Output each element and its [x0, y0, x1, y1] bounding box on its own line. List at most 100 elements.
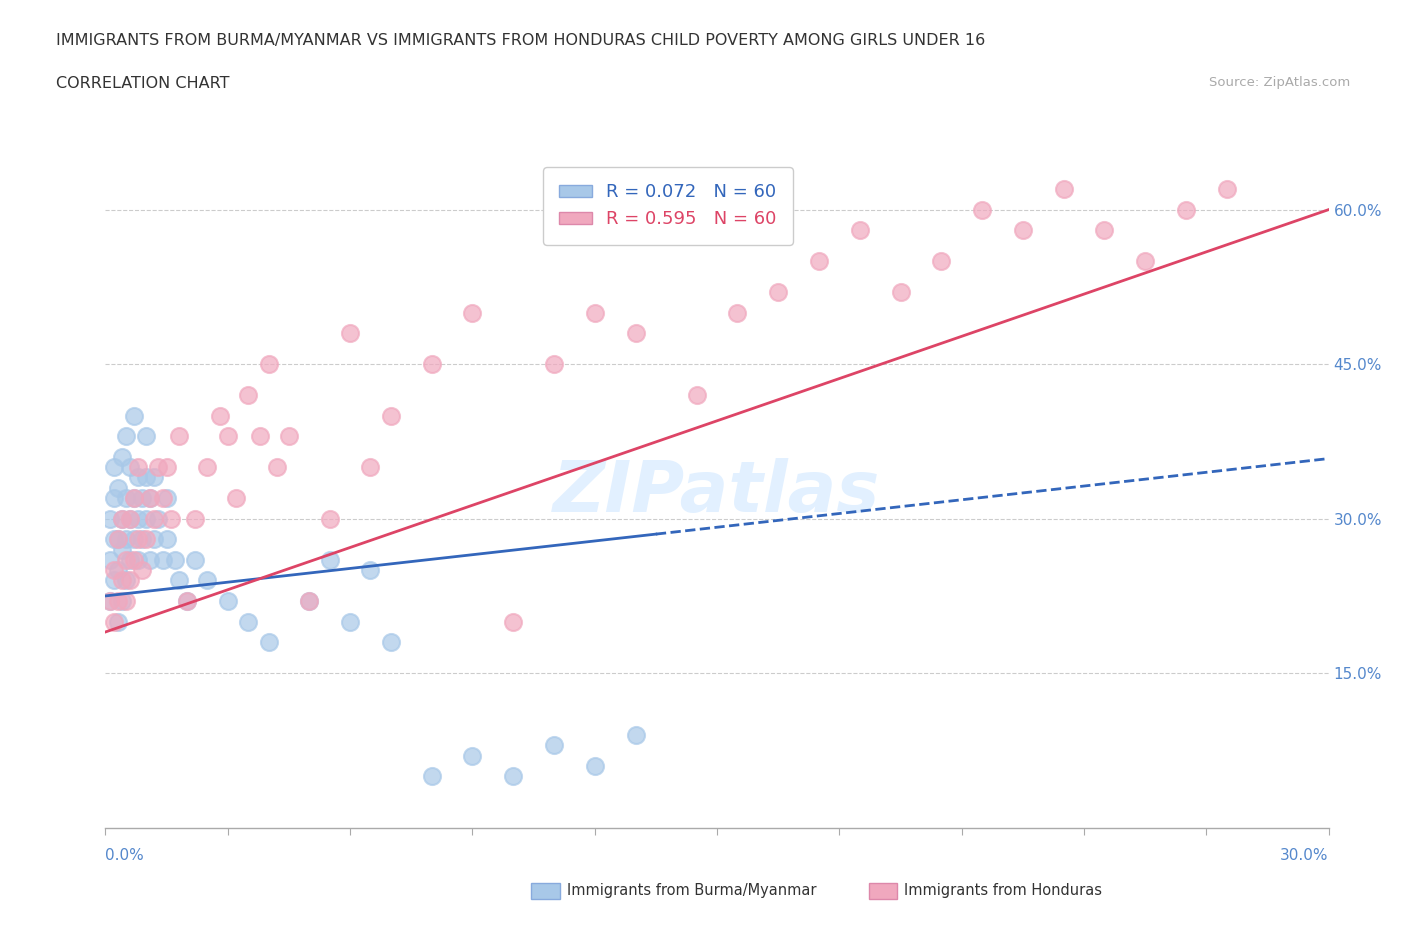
Point [143, 512, 166, 526]
Point [156, 491, 179, 506]
Point [543, 737, 565, 752]
Point [127, 552, 149, 567]
Point [103, 459, 125, 474]
Point [420, 357, 443, 372]
Point [176, 593, 198, 608]
Point [122, 491, 145, 506]
Point [122, 552, 145, 567]
Point [131, 563, 153, 578]
Point [98, 512, 121, 526]
Point [360, 563, 382, 578]
Point [543, 357, 565, 372]
Point [167, 573, 190, 588]
Point [122, 491, 145, 506]
Point [380, 635, 402, 650]
Legend: R = 0.072   N = 60, R = 0.595   N = 60: R = 0.072 N = 60, R = 0.595 N = 60 [543, 167, 793, 245]
Point [139, 552, 162, 567]
Point [298, 593, 321, 608]
Point [266, 459, 288, 474]
Point [1012, 223, 1035, 238]
Point [931, 254, 953, 269]
Point [103, 614, 125, 629]
Point [118, 552, 141, 567]
Point [208, 408, 231, 423]
Point [163, 552, 186, 567]
Point [298, 593, 321, 608]
Point [107, 593, 129, 608]
Point [107, 614, 129, 629]
Point [339, 326, 361, 340]
Point [135, 429, 157, 444]
Point [278, 429, 301, 444]
Point [420, 769, 443, 784]
Point [115, 573, 138, 588]
Point [197, 573, 219, 588]
Point [257, 635, 280, 650]
Point [111, 593, 134, 608]
Point [139, 491, 162, 506]
Point [118, 573, 141, 588]
Point [624, 326, 647, 340]
Point [159, 512, 181, 526]
Point [148, 459, 170, 474]
Point [122, 408, 145, 423]
Point [257, 357, 280, 372]
Point [115, 429, 138, 444]
Point [135, 532, 157, 547]
Point [139, 491, 162, 506]
Point [380, 408, 402, 423]
Point [98, 593, 121, 608]
Point [152, 491, 174, 506]
Point [217, 593, 239, 608]
Point [1175, 202, 1198, 217]
Point [131, 532, 153, 547]
Point [318, 552, 342, 567]
Point [890, 285, 912, 299]
Point [111, 449, 134, 464]
Text: IMMIGRANTS FROM BURMA/MYANMAR VS IMMIGRANTS FROM HONDURAS CHILD POVERTY AMONG GI: IMMIGRANTS FROM BURMA/MYANMAR VS IMMIGRA… [56, 33, 986, 47]
Point [197, 459, 219, 474]
Point [103, 532, 125, 547]
Point [360, 459, 382, 474]
Point [225, 491, 247, 506]
Point [115, 593, 138, 608]
Point [135, 470, 157, 485]
Point [583, 759, 606, 774]
Point [103, 491, 125, 506]
Point [131, 491, 153, 506]
Point [1216, 181, 1239, 196]
Point [849, 223, 872, 238]
Text: ZIPatlas: ZIPatlas [554, 458, 880, 527]
Text: CORRELATION CHART: CORRELATION CHART [56, 76, 229, 91]
Point [236, 388, 260, 403]
Point [156, 459, 179, 474]
Point [135, 512, 157, 526]
Point [184, 512, 207, 526]
Point [156, 532, 179, 547]
Point [127, 470, 149, 485]
Point [624, 727, 647, 742]
Point [111, 573, 134, 588]
Point [111, 512, 134, 526]
Point [111, 542, 134, 557]
Point [1133, 254, 1156, 269]
Point [502, 769, 524, 784]
Point [583, 305, 606, 320]
Point [1092, 223, 1115, 238]
Point [184, 552, 207, 567]
Point [115, 552, 138, 567]
Point [217, 429, 239, 444]
Point [686, 388, 709, 403]
Point [768, 285, 790, 299]
Point [118, 512, 141, 526]
Point [127, 459, 149, 474]
Point [176, 593, 198, 608]
Point [249, 429, 271, 444]
Point [461, 305, 484, 320]
Point [727, 305, 749, 320]
Point [970, 202, 993, 217]
Point [127, 532, 149, 547]
Point [1052, 181, 1074, 196]
Point [807, 254, 830, 269]
Point [103, 563, 125, 578]
